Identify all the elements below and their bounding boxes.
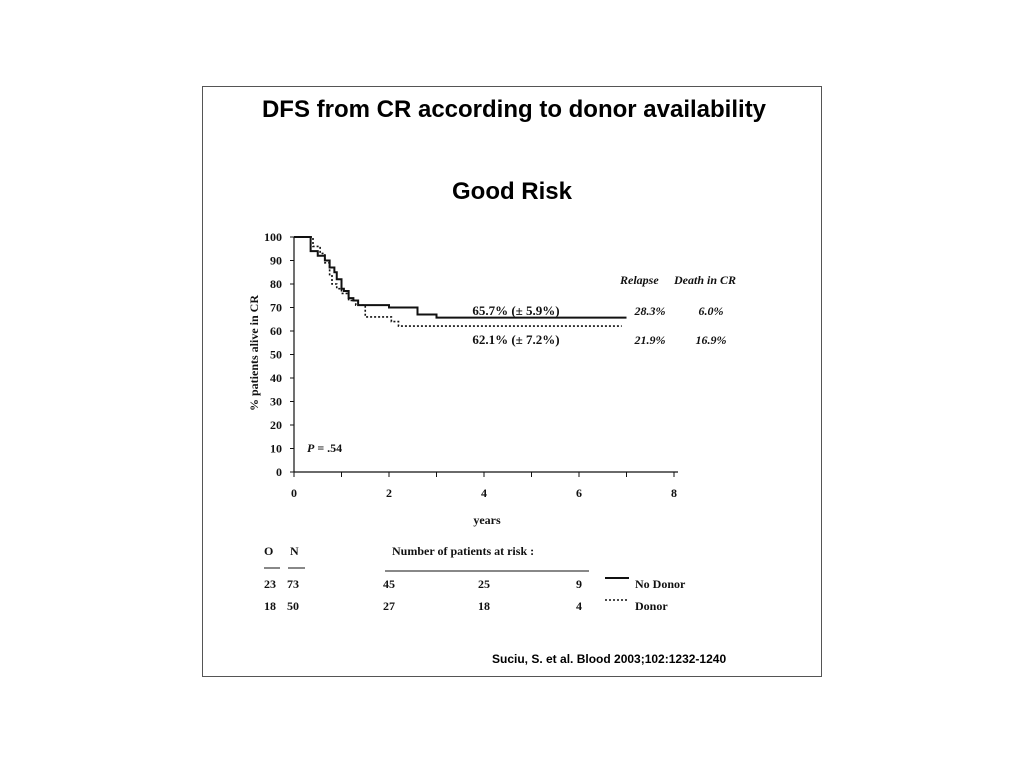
y-tick-label: 50 <box>270 348 282 362</box>
risk-at-risk-value: 4 <box>576 599 582 613</box>
x-tick-label: 8 <box>671 486 677 500</box>
chart-axes: 0 10 20 30 40 50 60 70 80 90 100 0 2 4 6 8 years % patien… <box>247 230 678 527</box>
y-tick-label: 100 <box>264 230 282 244</box>
risk-row-o: 23 <box>264 577 276 591</box>
x-tick-label: 2 <box>386 486 392 500</box>
y-tick-label: 0 <box>276 465 282 479</box>
x-tick-label: 6 <box>576 486 582 500</box>
death-in-cr-header: Death in CR <box>673 273 736 287</box>
risk-row-n: 50 <box>287 599 299 613</box>
death-in-cr-value: 6.0% <box>699 304 724 318</box>
x-axis-label: years <box>473 513 501 527</box>
y-tick-label: 10 <box>270 442 282 456</box>
chart-labels: 65.7% (± 5.9%) 28.3% 6.0% 62.1% (± 7.2%) 21.… <box>307 273 736 455</box>
x-tick-label: 0 <box>291 486 297 500</box>
risk-at-risk-value: 18 <box>478 599 490 613</box>
survival-curve-no-donor <box>294 236 627 319</box>
risk-table: O N Number of patients at risk : 23 73 45 25 9 N… <box>264 544 686 613</box>
slide-title: DFS from CR according to donor availabil… <box>261 96 767 123</box>
chart-curves <box>294 236 627 327</box>
chart-subtitle: Good Risk <box>451 178 572 205</box>
risk-row-o: 18 <box>264 599 276 613</box>
y-tick-label: 20 <box>270 418 282 432</box>
y-tick-label: 30 <box>270 395 282 409</box>
risk-col-n: N <box>290 544 299 558</box>
relapse-header: Relapse <box>619 273 659 287</box>
legend-label-no-donor: No Donor <box>635 577 686 591</box>
risk-at-risk-value: 25 <box>478 577 490 591</box>
risk-header: Number of patients at risk : <box>392 544 534 558</box>
x-tick-label: 4 <box>481 486 487 500</box>
p-value-label: P = .54 <box>307 441 342 455</box>
relapse-value: 28.3% <box>634 304 666 318</box>
y-axis-label: % patients alive in CR <box>247 295 261 411</box>
risk-at-risk-value: 27 <box>383 599 395 613</box>
y-tick-label: 40 <box>270 371 282 385</box>
relapse-value: 21.9% <box>634 333 666 347</box>
curve-annotation-donor: 62.1% (± 7.2%) <box>472 332 559 347</box>
risk-col-o: O <box>264 544 273 558</box>
slide-frame <box>202 86 822 677</box>
legend-label-donor: Donor <box>635 599 668 613</box>
survival-curve-donor <box>294 236 622 327</box>
y-tick-label: 90 <box>270 254 282 268</box>
y-tick-label: 60 <box>270 324 282 338</box>
risk-at-risk-value: 45 <box>383 577 395 591</box>
y-tick-label: 70 <box>270 301 282 315</box>
death-in-cr-value: 16.9% <box>696 333 727 347</box>
risk-at-risk-value: 9 <box>576 577 582 591</box>
curve-annotation-no-donor: 65.7% (± 5.9%) <box>472 303 559 318</box>
citation-text: Suciu, S. et al. Blood 2003;102:1232-124… <box>492 652 727 666</box>
y-tick-label: 80 <box>270 277 282 291</box>
risk-row-n: 73 <box>287 577 299 591</box>
